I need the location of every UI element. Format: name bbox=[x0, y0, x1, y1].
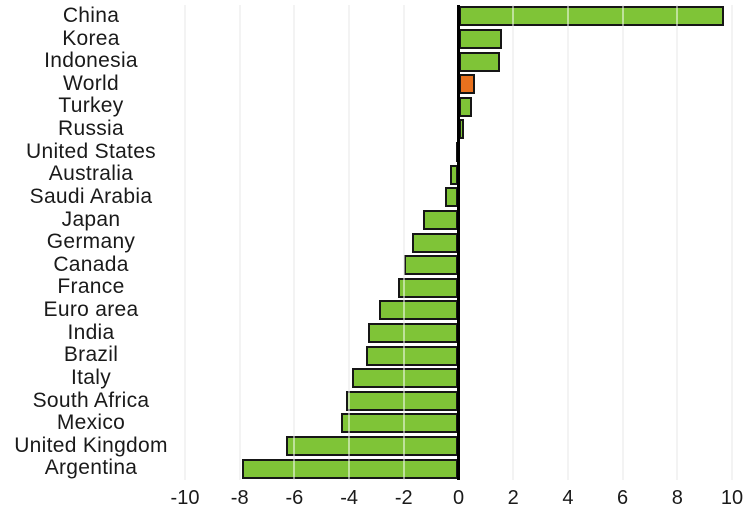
bar bbox=[286, 436, 459, 457]
bar bbox=[351, 368, 459, 389]
gridline-overlay bbox=[566, 5, 569, 480]
gridline-overlay bbox=[184, 5, 186, 480]
category-label: China bbox=[62, 4, 120, 27]
bar bbox=[458, 96, 473, 117]
category-label: South Africa bbox=[32, 388, 150, 412]
bar bbox=[379, 300, 459, 321]
bar bbox=[365, 345, 459, 366]
gridline-overlay bbox=[348, 5, 351, 480]
zero-axis-line bbox=[457, 5, 460, 480]
bar bbox=[398, 277, 459, 298]
gridline-overlay bbox=[512, 5, 515, 480]
category-label: India bbox=[67, 320, 115, 344]
category-label: Korea bbox=[62, 26, 120, 50]
category-label: Japan bbox=[61, 207, 121, 231]
x-tick-label: 10 bbox=[720, 487, 744, 509]
bar bbox=[412, 232, 459, 253]
bar bbox=[340, 413, 459, 434]
category-label: World bbox=[63, 71, 119, 95]
bar bbox=[422, 209, 459, 230]
bar bbox=[368, 322, 459, 343]
gridline-overlay bbox=[731, 5, 733, 480]
bar bbox=[242, 458, 459, 479]
x-tick-label: -6 bbox=[285, 487, 304, 509]
category-label: France bbox=[57, 275, 125, 299]
category-label: Argentina bbox=[44, 456, 138, 480]
category-label: Australia bbox=[48, 162, 134, 186]
bar bbox=[458, 6, 724, 27]
category-label: Saudi Arabia bbox=[29, 184, 153, 208]
x-tick-label: 6 bbox=[617, 487, 629, 509]
x-tick-label: 2 bbox=[507, 487, 519, 509]
category-label: Russia bbox=[58, 117, 124, 141]
bar bbox=[458, 28, 503, 49]
x-tick-label: 0 bbox=[452, 487, 465, 509]
x-tick-label: 4 bbox=[562, 487, 574, 509]
x-tick-label: -2 bbox=[394, 487, 413, 509]
category-label: Indonesia bbox=[44, 49, 138, 73]
bar bbox=[403, 255, 459, 276]
x-tick-label: -4 bbox=[340, 487, 358, 509]
category-label: Germany bbox=[46, 230, 136, 254]
category-label: Euro area bbox=[43, 298, 139, 322]
category-label: Canada bbox=[53, 252, 129, 276]
category-label: Italy bbox=[70, 365, 111, 389]
gridline-overlay bbox=[676, 5, 679, 480]
category-label: United States bbox=[26, 139, 156, 163]
gridline-overlay bbox=[293, 5, 296, 480]
bar bbox=[458, 51, 500, 72]
x-tick-label: -10 bbox=[170, 487, 200, 509]
x-tick-label: 8 bbox=[671, 487, 683, 509]
gridline-overlay bbox=[621, 5, 624, 480]
gridline-overlay bbox=[238, 5, 241, 480]
gridline-overlay bbox=[402, 5, 405, 480]
bar bbox=[458, 74, 475, 95]
category-label: Turkey bbox=[58, 94, 124, 118]
category-label: Mexico bbox=[56, 411, 126, 435]
category-label: Brazil bbox=[63, 343, 119, 367]
x-tick-label: -8 bbox=[230, 487, 249, 509]
category-label: United Kingdom bbox=[14, 433, 168, 457]
